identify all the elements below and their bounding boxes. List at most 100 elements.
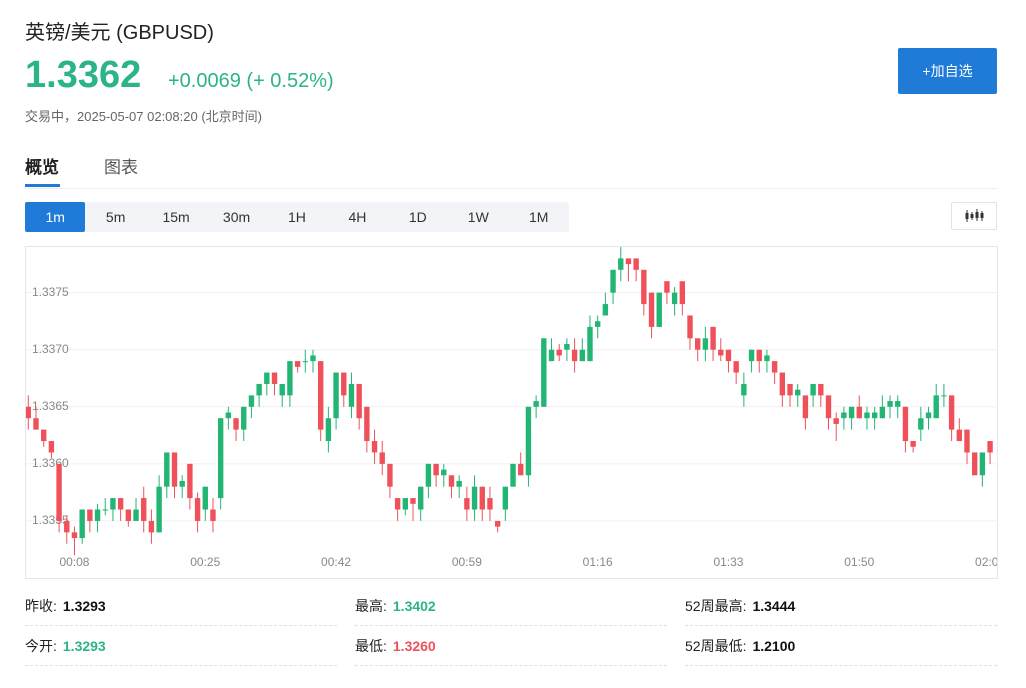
candle-body [26,406,32,419]
stat-value: 1.3402 [392,598,436,614]
candle-body [695,338,701,350]
candle-body [841,412,847,419]
candle-body [341,372,347,396]
period-button[interactable]: 30m [222,209,251,225]
candle-body [718,349,724,356]
candle-body [818,383,824,396]
candle-body [748,349,755,362]
x-tick-label: 01:16 [583,555,613,569]
candle-body [679,281,686,305]
candle-body [133,509,139,521]
candle-body [610,269,616,293]
candle-body [464,498,470,510]
candle-body [571,349,578,362]
candle-body [733,361,739,373]
candle-body [364,406,370,442]
candle-body [579,349,585,362]
candle-body [248,395,255,407]
candle-body [802,395,809,419]
candle-body [310,355,316,362]
stat-label: 昨收: [25,598,57,614]
stat: 52周最低: 1.2100 [685,626,997,666]
stat: 最高: 1.3402 [355,586,667,626]
candle-body [271,372,278,384]
candle-body [856,406,862,419]
candle-body [194,498,201,521]
stat-label: 最低: [355,638,387,654]
candle-body [764,355,770,362]
period-button[interactable]: 1m [25,202,86,232]
candle-body [479,486,485,510]
period-button[interactable]: 1M [528,209,549,225]
y-tick-label: 1.3360 [32,456,69,470]
candle-body [756,349,762,362]
candle-body [348,383,355,407]
candle-body [895,401,901,407]
candle-icon [965,209,984,222]
candle-body [148,520,155,533]
candle-body [933,395,939,419]
candle-body [56,463,62,521]
candle-body [494,520,501,527]
candle-body [964,429,970,453]
period-button[interactable]: 1H [288,209,306,225]
chart-frame [25,246,998,579]
candle-body [179,480,185,487]
candle-body [79,509,85,539]
candle-body [325,418,332,442]
candle-body [810,383,816,396]
period-button[interactable]: 1D [408,209,427,225]
candle-body [594,321,601,327]
tab[interactable]: 概览 [25,158,59,177]
period-button[interactable]: 15m [162,209,190,225]
x-tick-label: 01:33 [713,555,743,569]
stat-label: 52周最低: [685,638,747,654]
candle-body [918,418,924,430]
candle-body [710,326,716,350]
candle-body [110,498,116,510]
candle-body [979,452,986,476]
candle-body [102,509,108,511]
candle-body [87,509,93,521]
y-tick-label: 1.3370 [32,342,69,356]
candle-body [410,498,416,504]
stat-value: 1.3293 [62,638,106,654]
y-tick-label: 1.3355 [32,513,69,527]
x-tick-label: 02:07 [975,555,1005,569]
status: 交易中，2025-05-07 02:08:20 (北京时间) [25,109,262,124]
period-button[interactable]: 4H [348,209,367,225]
add-watchlist-button[interactable]: +加自选 [898,48,997,94]
candle-body [510,463,516,487]
candle-body [971,452,978,476]
candle-body [171,452,178,487]
stat: 昨收: 1.3293 [25,586,337,626]
candle-body [302,361,308,363]
candle-body [925,412,932,419]
candle-body [671,292,678,305]
candle-body [448,475,455,487]
candle-body [402,498,409,510]
period-button[interactable]: 1W [467,209,489,225]
candle-body [618,258,624,270]
candle-body [556,349,562,356]
candle-body [864,412,870,419]
candle-body [687,315,693,339]
candle-body [533,401,539,407]
separator [25,188,997,189]
candle-body [787,383,793,396]
candle-body [294,361,301,367]
period-button[interactable]: 5m [105,209,126,225]
stat-label: 52周最高: [685,598,747,614]
candle-body [702,338,709,350]
candle-body [656,292,662,327]
candle-body [833,418,839,424]
tab[interactable]: 图表 [104,158,138,177]
candle-body [233,418,239,430]
stat-value: 1.3444 [752,598,796,614]
x-tick-label: 00:25 [190,555,220,569]
candle-body [41,429,47,442]
stats-row: 昨收: 1.3293 最高: 1.3402 52周最高: 1.3444 [25,586,997,626]
candle-body [902,406,909,442]
chart-type-button[interactable] [951,202,997,230]
x-tick-label: 00:42 [321,555,351,569]
